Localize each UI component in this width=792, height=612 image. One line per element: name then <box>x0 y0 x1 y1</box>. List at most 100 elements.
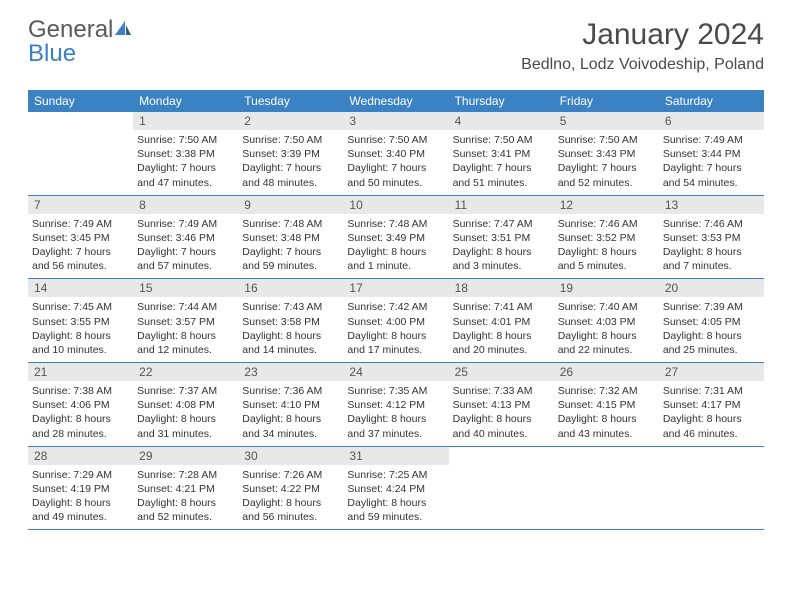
day-cell: 12Sunrise: 7:46 AMSunset: 3:52 PMDayligh… <box>554 196 659 279</box>
sunset-text: Sunset: 3:57 PM <box>137 315 234 329</box>
day-cell <box>659 447 764 530</box>
day-info: Sunrise: 7:45 AMSunset: 3:55 PMDaylight:… <box>32 300 129 357</box>
day-cell <box>449 447 554 530</box>
sunrise-text: Sunrise: 7:29 AM <box>32 468 129 482</box>
day-number: 27 <box>665 365 758 379</box>
weekday-header: Sunday <box>28 90 133 112</box>
day-number: 22 <box>139 365 232 379</box>
day-info: Sunrise: 7:26 AMSunset: 4:22 PMDaylight:… <box>242 468 339 525</box>
sunset-text: Sunset: 3:46 PM <box>137 231 234 245</box>
weekday-header: Friday <box>554 90 659 112</box>
sunrise-text: Sunrise: 7:36 AM <box>242 384 339 398</box>
sunrise-text: Sunrise: 7:48 AM <box>347 217 444 231</box>
day-info: Sunrise: 7:50 AMSunset: 3:43 PMDaylight:… <box>558 133 655 190</box>
day-number-row: 8 <box>133 196 238 214</box>
sunset-text: Sunset: 4:15 PM <box>558 398 655 412</box>
daylight-text: Daylight: 8 hours and 3 minutes. <box>453 245 550 273</box>
logo-sail-icon <box>113 19 133 42</box>
weekday-header: Monday <box>133 90 238 112</box>
day-number: 5 <box>560 114 653 128</box>
day-cell: 7Sunrise: 7:49 AMSunset: 3:45 PMDaylight… <box>28 196 133 279</box>
daylight-text: Daylight: 8 hours and 52 minutes. <box>137 496 234 524</box>
sunset-text: Sunset: 3:52 PM <box>558 231 655 245</box>
daylight-text: Daylight: 8 hours and 43 minutes. <box>558 412 655 440</box>
sunset-text: Sunset: 4:06 PM <box>32 398 129 412</box>
sunset-text: Sunset: 4:19 PM <box>32 482 129 496</box>
day-cell: 28Sunrise: 7:29 AMSunset: 4:19 PMDayligh… <box>28 447 133 530</box>
day-number: 9 <box>244 198 337 212</box>
sunrise-text: Sunrise: 7:25 AM <box>347 468 444 482</box>
day-number: 31 <box>349 449 442 463</box>
day-number: 2 <box>244 114 337 128</box>
day-number-row: 11 <box>449 196 554 214</box>
day-info: Sunrise: 7:38 AMSunset: 4:06 PMDaylight:… <box>32 384 129 441</box>
sunrise-text: Sunrise: 7:46 AM <box>558 217 655 231</box>
sunrise-text: Sunrise: 7:37 AM <box>137 384 234 398</box>
page-header: General Blue January 2024 Bedlno, Lodz V… <box>0 0 792 80</box>
daylight-text: Daylight: 7 hours and 54 minutes. <box>663 161 760 189</box>
day-number-row: 26 <box>554 363 659 381</box>
day-number: 10 <box>349 198 442 212</box>
sunset-text: Sunset: 4:12 PM <box>347 398 444 412</box>
day-number: 13 <box>665 198 758 212</box>
day-number-row: 30 <box>238 447 343 465</box>
day-info: Sunrise: 7:50 AMSunset: 3:40 PMDaylight:… <box>347 133 444 190</box>
sunset-text: Sunset: 3:53 PM <box>663 231 760 245</box>
day-number: 4 <box>455 114 548 128</box>
daylight-text: Daylight: 8 hours and 5 minutes. <box>558 245 655 273</box>
sunset-text: Sunset: 3:41 PM <box>453 147 550 161</box>
day-info: Sunrise: 7:43 AMSunset: 3:58 PMDaylight:… <box>242 300 339 357</box>
sunset-text: Sunset: 3:58 PM <box>242 315 339 329</box>
day-number: 25 <box>455 365 548 379</box>
day-info: Sunrise: 7:50 AMSunset: 3:39 PMDaylight:… <box>242 133 339 190</box>
sunrise-text: Sunrise: 7:50 AM <box>347 133 444 147</box>
day-number-row: 3 <box>343 112 448 130</box>
day-number-row: 25 <box>449 363 554 381</box>
day-number-row: 20 <box>659 279 764 297</box>
weeks-container: 1Sunrise: 7:50 AMSunset: 3:38 PMDaylight… <box>28 112 764 530</box>
day-cell: 4 Sunrise: 7:50 AMSunset: 3:41 PMDaylight… <box>449 112 554 195</box>
logo-text-2: Blue <box>28 40 76 67</box>
sunset-text: Sunset: 3:43 PM <box>558 147 655 161</box>
day-number: 15 <box>139 281 232 295</box>
sunset-text: Sunset: 4:05 PM <box>663 315 760 329</box>
logo: General Blue <box>28 18 133 66</box>
daylight-text: Daylight: 7 hours and 56 minutes. <box>32 245 129 273</box>
day-info: Sunrise: 7:46 AMSunset: 3:53 PMDaylight:… <box>663 217 760 274</box>
daylight-text: Daylight: 8 hours and 40 minutes. <box>453 412 550 440</box>
day-number-row: 31 <box>343 447 448 465</box>
sunset-text: Sunset: 4:00 PM <box>347 315 444 329</box>
daylight-text: Daylight: 7 hours and 51 minutes. <box>453 161 550 189</box>
day-info: Sunrise: 7:49 AMSunset: 3:44 PMDaylight:… <box>663 133 760 190</box>
day-cell: 16 Sunrise: 7:43 AMSunset: 3:58 PMDayligh… <box>238 279 343 362</box>
sunrise-text: Sunrise: 7:49 AM <box>137 217 234 231</box>
calendar-week: 1Sunrise: 7:50 AMSunset: 3:38 PMDaylight… <box>28 112 764 196</box>
daylight-text: Daylight: 8 hours and 28 minutes. <box>32 412 129 440</box>
daylight-text: Daylight: 7 hours and 48 minutes. <box>242 161 339 189</box>
day-info: Sunrise: 7:44 AMSunset: 3:57 PMDaylight:… <box>137 300 234 357</box>
day-cell: 11Sunrise: 7:47 AMSunset: 3:51 PMDayligh… <box>449 196 554 279</box>
weekday-header: Tuesday <box>238 90 343 112</box>
sunset-text: Sunset: 3:44 PM <box>663 147 760 161</box>
day-number-row: 7 <box>28 196 133 214</box>
day-info: Sunrise: 7:39 AMSunset: 4:05 PMDaylight:… <box>663 300 760 357</box>
day-number: 24 <box>349 365 442 379</box>
day-number-row: 4 <box>449 112 554 130</box>
day-cell <box>28 112 133 195</box>
sunset-text: Sunset: 3:48 PM <box>242 231 339 245</box>
sunrise-text: Sunrise: 7:50 AM <box>453 133 550 147</box>
day-number-row: 21 <box>28 363 133 381</box>
day-number: 19 <box>560 281 653 295</box>
day-cell: 17Sunrise: 7:42 AMSunset: 4:00 PMDayligh… <box>343 279 448 362</box>
day-cell: 30 Sunrise: 7:26 AMSunset: 4:22 PMDayligh… <box>238 447 343 530</box>
sunset-text: Sunset: 4:17 PM <box>663 398 760 412</box>
day-number: 30 <box>244 449 337 463</box>
sunset-text: Sunset: 4:08 PM <box>137 398 234 412</box>
day-cell: 21 Sunrise: 7:38 AMSunset: 4:06 PMDayligh… <box>28 363 133 446</box>
day-number: 16 <box>244 281 337 295</box>
daylight-text: Daylight: 8 hours and 49 minutes. <box>32 496 129 524</box>
day-info: Sunrise: 7:35 AMSunset: 4:12 PMDaylight:… <box>347 384 444 441</box>
day-cell: 10Sunrise: 7:48 AMSunset: 3:49 PMDayligh… <box>343 196 448 279</box>
calendar-week: 14Sunrise: 7:45 AMSunset: 3:55 PMDayligh… <box>28 279 764 363</box>
location-label: Bedlno, Lodz Voivodeship, Poland <box>521 56 764 74</box>
